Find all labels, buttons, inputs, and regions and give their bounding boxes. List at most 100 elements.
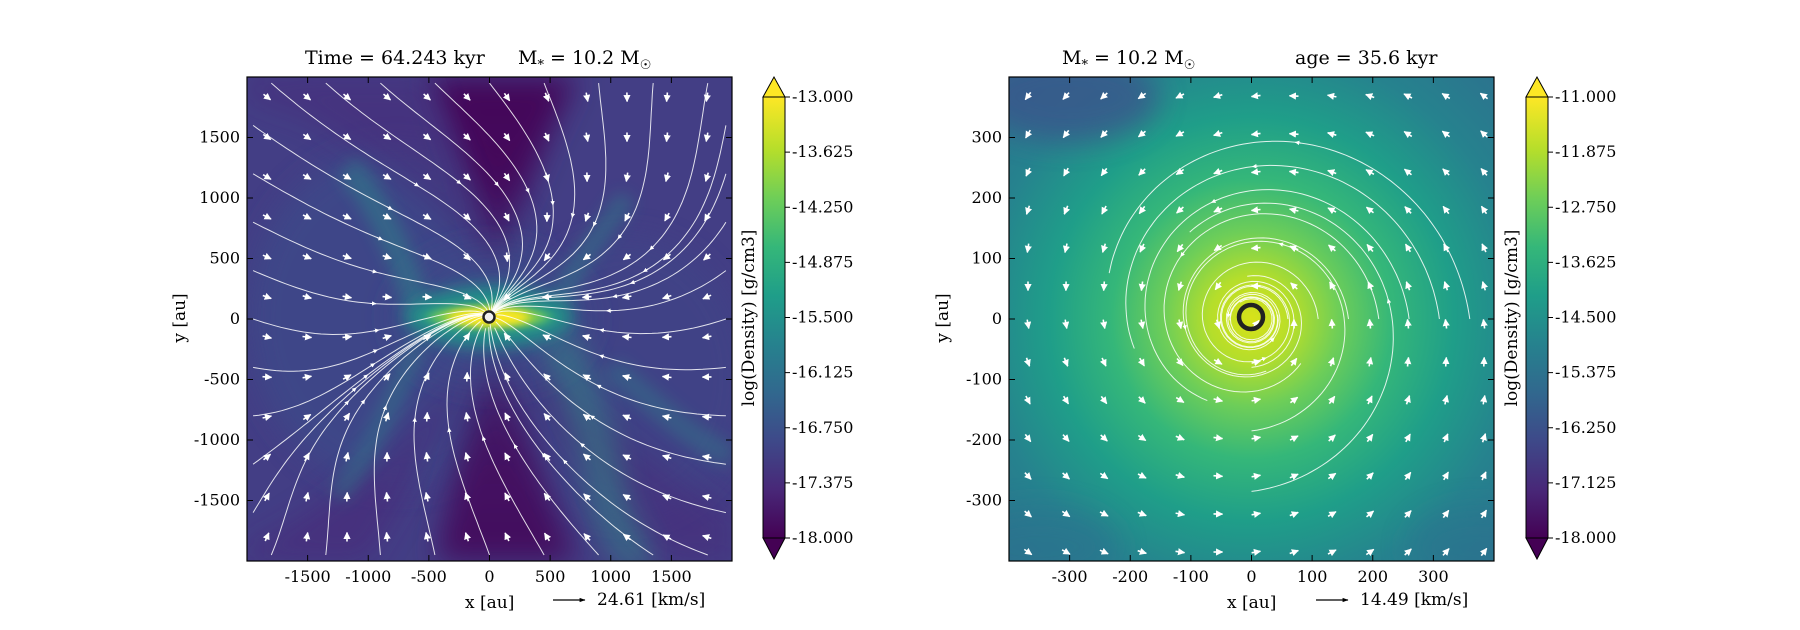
streamline-arrow-icon	[596, 384, 603, 389]
streamline-arrow-icon	[599, 354, 606, 359]
x-tick-label: 0	[1246, 567, 1256, 586]
velocity-arrow-icon	[1365, 433, 1374, 443]
velocity-arrow-icon	[1062, 319, 1070, 330]
velocity-arrow-icon	[1025, 129, 1033, 139]
velocity-arrow-icon	[1441, 130, 1451, 139]
panel-1-title-mass: M* = 10.2 M☉	[518, 47, 651, 73]
velocity-arrow-icon	[662, 252, 671, 261]
streamline	[446, 320, 490, 556]
velocity-arrow-icon	[1177, 281, 1185, 291]
velocity-arrow-icon	[582, 413, 592, 422]
panel-2-star-marker	[1236, 302, 1266, 332]
velocity-arrow-icon	[1327, 169, 1337, 177]
velocity-arrow-icon	[262, 492, 270, 502]
velocity-arrow-icon	[262, 532, 270, 542]
velocity-arrow-icon	[1480, 318, 1488, 329]
streamline-arrow-icon	[351, 387, 357, 393]
velocity-arrow-icon	[302, 333, 313, 341]
velocity-arrow-icon	[1100, 319, 1108, 330]
velocity-arrow-icon	[343, 451, 351, 462]
streamline-arrow-icon	[1211, 198, 1218, 203]
velocity-arrow-icon	[543, 413, 552, 421]
velocity-arrow-icon	[262, 172, 272, 180]
velocity-arrow-icon	[1366, 356, 1374, 367]
velocity-arrow-icon	[1213, 357, 1223, 365]
velocity-arrow-icon	[302, 92, 312, 101]
streamline-arrow-icon	[447, 427, 452, 434]
streamline	[1220, 285, 1289, 348]
velocity-arrow-icon	[1327, 357, 1335, 367]
velocity-arrow-icon	[701, 413, 712, 421]
velocity-arrow-icon	[1062, 92, 1070, 100]
velocity-arrow-icon	[1213, 91, 1223, 99]
velocity-arrow-icon	[703, 253, 711, 261]
velocity-arrow-icon	[662, 494, 672, 502]
panel-2-x-axis-label: x [au]	[1227, 593, 1276, 613]
streamline-arrow-icon	[642, 267, 649, 273]
velocity-arrow-icon	[502, 212, 510, 222]
velocity-arrow-icon	[661, 413, 672, 421]
velocity-arrow-icon	[1366, 318, 1374, 329]
streamline	[1185, 240, 1346, 432]
streamline-arrow-icon	[612, 293, 619, 299]
velocity-arrow-icon	[1403, 395, 1411, 405]
streamline	[252, 270, 486, 312]
velocity-arrow-icon	[1365, 395, 1373, 405]
panel-1-title-time: Time = 64.243 kyr	[305, 47, 486, 69]
velocity-arrow-icon	[382, 92, 392, 101]
velocity-arrow-icon	[302, 292, 312, 300]
velocity-arrow-icon	[383, 491, 391, 502]
velocity-arrow-icon	[302, 373, 313, 381]
streamline-arrow-icon	[617, 233, 623, 240]
panel-2-ytick-labels: -300 -200 -100 0 100 200 300	[966, 128, 1002, 510]
velocity-arrow-icon	[1213, 167, 1223, 175]
velocity-arrow-icon	[1175, 471, 1185, 479]
velocity-arrow-icon	[1137, 471, 1147, 479]
y-tick-label: 100	[971, 249, 1002, 268]
disk-panel: M* = 10.2 M☉ age = 35.6 kyr -300 -200 -100…	[933, 47, 1616, 613]
colorbar-tick-label: -16.750	[792, 418, 853, 437]
velocity-arrow-icon	[1289, 549, 1299, 557]
velocity-arrow-icon	[1175, 129, 1185, 137]
velocity-arrow-icon	[1442, 394, 1450, 405]
velocity-arrow-icon	[1480, 168, 1489, 176]
velocity-arrow-icon	[262, 132, 272, 141]
panel-2-colorbar-ticks: -11.000 -11.875 -12.750 -13.625 -14.500 -15.3…	[1548, 87, 1616, 547]
velocity-arrow-icon	[542, 92, 550, 102]
velocity-arrow-icon	[1175, 548, 1186, 556]
velocity-arrow-icon	[1138, 396, 1146, 404]
velocity-arrow-icon	[1137, 547, 1147, 555]
velocity-arrow-icon	[583, 92, 591, 103]
colorbar-tick-label: -12.750	[1555, 197, 1616, 216]
velocity-arrow-icon	[701, 453, 712, 461]
velocity-arrow-icon	[622, 414, 632, 422]
velocity-arrow-icon	[1365, 131, 1375, 139]
y-tick-label: 500	[209, 249, 240, 268]
panel-1-tick-marks	[247, 77, 732, 561]
velocity-arrow-icon	[1213, 129, 1223, 137]
velocity-arrow-icon	[1327, 395, 1336, 405]
streamline	[483, 328, 599, 556]
velocity-arrow-icon	[382, 412, 390, 422]
velocity-arrow-icon	[1063, 205, 1071, 215]
streamline	[469, 323, 545, 556]
streamline	[1163, 213, 1380, 393]
colorbar-tick-label: -14.875	[792, 252, 853, 271]
panel-2-density-map	[1009, 77, 1494, 561]
velocity-arrow-icon	[1175, 357, 1184, 367]
panel-1-velocity-field	[252, 82, 727, 556]
panel-1-colorbar: -13.000 -13.625 -14.250 -14.875 -15.500 -16.1…	[739, 75, 853, 561]
velocity-arrow-icon	[1328, 434, 1336, 443]
velocity-arrow-icon	[1289, 357, 1298, 367]
panel-1-colorbar-max-extension	[762, 75, 786, 98]
streamline	[1182, 237, 1349, 378]
panel-1-ytick-labels: -1500 -1000 -500 0 500 1000 1500	[194, 128, 240, 510]
velocity-arrow-icon	[1288, 206, 1299, 214]
velocity-arrow-icon	[1137, 433, 1147, 442]
velocity-arrow-icon	[543, 452, 552, 461]
velocity-arrow-icon	[1290, 282, 1298, 290]
colorbar-tick-label: -11.875	[1555, 142, 1616, 161]
colorbar-tick-label: -17.125	[1555, 473, 1616, 492]
streamline-arrow-icon	[371, 269, 378, 274]
velocity-arrow-icon	[1480, 130, 1488, 138]
